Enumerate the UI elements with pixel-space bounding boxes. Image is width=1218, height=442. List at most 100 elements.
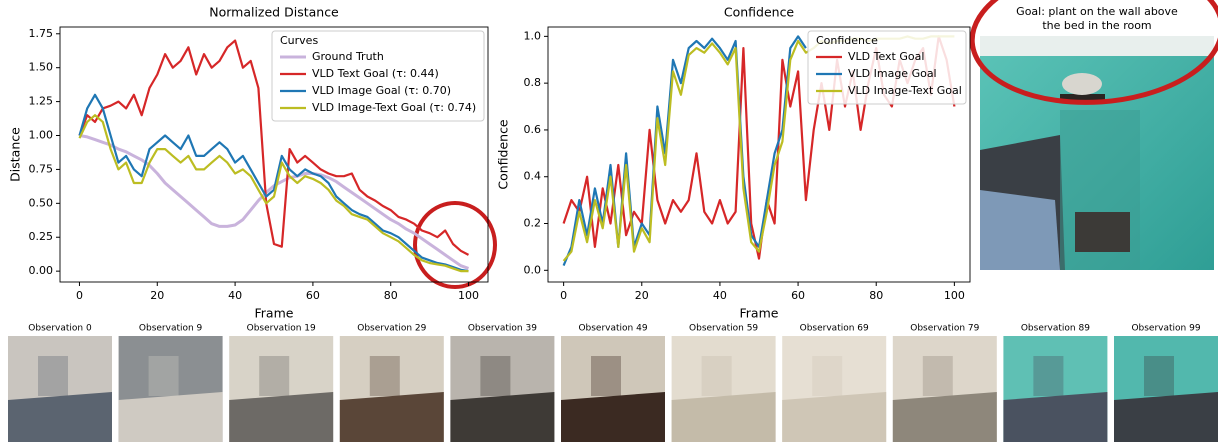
observation: Observation 59 xyxy=(671,324,776,442)
y-tick-label: 1.00 xyxy=(29,129,54,142)
y-axis-label: Confidence xyxy=(496,119,511,190)
observation-detail xyxy=(591,356,621,396)
chart-title: Confidence xyxy=(724,5,795,20)
observation-detail xyxy=(701,356,732,396)
observation-label: Observation 89 xyxy=(1021,324,1090,334)
bed-sheet xyxy=(980,190,1060,270)
chart: Confidence Frame Confidence 0 20 40 60 80 100 0.0… xyxy=(496,5,971,321)
series-line xyxy=(78,114,469,273)
plot-frame xyxy=(547,26,971,283)
legend: Curves Ground Truth VLD Text Goal (τ: 0.44… xyxy=(271,30,485,122)
x-tick-label: 60 xyxy=(306,289,320,302)
observation-detail xyxy=(1144,356,1174,396)
plant xyxy=(1062,73,1102,95)
observation-label: Observation 0 xyxy=(28,324,92,334)
x-tick-label: 0 xyxy=(76,289,83,302)
highlight-circle xyxy=(413,201,497,289)
x-tick-label: 40 xyxy=(713,289,727,302)
observation-label: Observation 69 xyxy=(800,324,869,334)
x-tick-label: 20 xyxy=(150,289,164,302)
goal-text: Goal: plant on the wall above xyxy=(1016,5,1178,18)
x-tick-label: 0 xyxy=(560,289,567,302)
y-tick-label: 0.4 xyxy=(524,170,542,183)
observation-detail xyxy=(38,356,68,396)
observation: Observation 79 xyxy=(892,324,997,442)
x-tick-label: 20 xyxy=(635,289,649,302)
y-tick-label: 0.6 xyxy=(524,123,542,136)
legend-label: VLD Image Goal (τ: 0.70) xyxy=(312,84,451,97)
observation-floor xyxy=(339,392,444,442)
observation-floor xyxy=(450,392,555,442)
y-tick-label: 1.75 xyxy=(29,27,54,40)
observation: Observation 29 xyxy=(339,324,444,442)
observation-detail xyxy=(259,356,290,396)
observation: Observation 9 xyxy=(118,324,223,442)
observation-label: Observation 39 xyxy=(468,324,537,334)
series-line xyxy=(78,39,470,256)
legend-label: Ground Truth xyxy=(312,50,384,63)
x-tick-label: 80 xyxy=(869,289,883,302)
observation-detail xyxy=(812,356,843,396)
x-tick-label: 40 xyxy=(228,289,242,302)
legend-label: VLD Text Goal xyxy=(848,50,924,63)
observation: Observation 0 xyxy=(8,324,112,442)
observation-floor xyxy=(118,392,223,442)
goal-label-bg xyxy=(1010,4,1185,34)
observation-floor xyxy=(1114,392,1218,442)
legend-label: VLD Image-Text Goal xyxy=(848,84,962,97)
observation-label: Observation 49 xyxy=(578,324,647,334)
y-tick-label: 0.75 xyxy=(29,162,54,175)
plot-frame xyxy=(59,26,489,283)
y-tick-label: 0.25 xyxy=(29,230,54,243)
observation-label: Observation 79 xyxy=(910,324,979,334)
y-tick-label: 0.50 xyxy=(29,196,54,209)
observation-floor xyxy=(782,392,887,442)
y-tick-label: 1.50 xyxy=(29,61,54,74)
observation-detail xyxy=(922,356,953,396)
observation-floor xyxy=(1003,392,1108,442)
observation-detail xyxy=(1033,356,1064,396)
y-tick-label: 0.2 xyxy=(524,217,542,230)
observation: Observation 69 xyxy=(782,324,887,442)
legend-box xyxy=(807,30,967,105)
legend-title: Confidence xyxy=(816,34,878,47)
y-axis-label: Distance xyxy=(8,127,23,182)
observation-floor xyxy=(229,392,334,442)
observation: Observation 19 xyxy=(229,324,334,442)
x-axis-label: Frame xyxy=(255,306,294,321)
legend-box xyxy=(271,30,485,122)
observation-floor xyxy=(892,392,997,442)
chart: Normalized Distance Frame Distance 0 20 40 60 8… xyxy=(8,5,489,321)
goal-text: the bed in the room xyxy=(1042,19,1151,32)
observation: Observation 89 xyxy=(1003,324,1108,442)
observation-label: Observation 99 xyxy=(1131,324,1200,334)
legend-title: Curves xyxy=(280,34,318,47)
observation: Observation 49 xyxy=(561,324,665,442)
observation-floor xyxy=(671,392,776,442)
x-tick-label: 100 xyxy=(458,289,479,302)
legend: Confidence VLD Text Goal VLD Image Goal VLD… xyxy=(807,30,967,105)
x-axis-label: Frame xyxy=(740,306,779,321)
y-tick-label: 0.0 xyxy=(524,263,542,276)
legend-label: VLD Image Goal xyxy=(848,67,937,80)
y-tick-label: 0.00 xyxy=(29,264,54,277)
observation-detail xyxy=(148,356,179,396)
observation-floor xyxy=(561,392,665,442)
ceiling xyxy=(980,36,1214,56)
observation-label: Observation 59 xyxy=(689,324,758,334)
shelf xyxy=(1060,94,1105,100)
observation-label: Observation 19 xyxy=(247,324,316,334)
series-line xyxy=(78,93,469,273)
legend-label: VLD Image-Text Goal (τ: 0.74) xyxy=(312,101,476,114)
y-tick-label: 1.0 xyxy=(524,29,542,42)
observation-label: Observation 29 xyxy=(357,324,426,334)
observation-floor xyxy=(8,392,112,442)
observation: Observation 99 xyxy=(1114,324,1218,442)
x-tick-label: 80 xyxy=(384,289,398,302)
nightstand xyxy=(1075,212,1130,252)
observation: Observation 39 xyxy=(450,324,555,442)
x-tick-label: 60 xyxy=(791,289,805,302)
y-tick-label: 1.25 xyxy=(29,95,54,108)
legend-label: VLD Text Goal (τ: 0.44) xyxy=(312,67,439,80)
